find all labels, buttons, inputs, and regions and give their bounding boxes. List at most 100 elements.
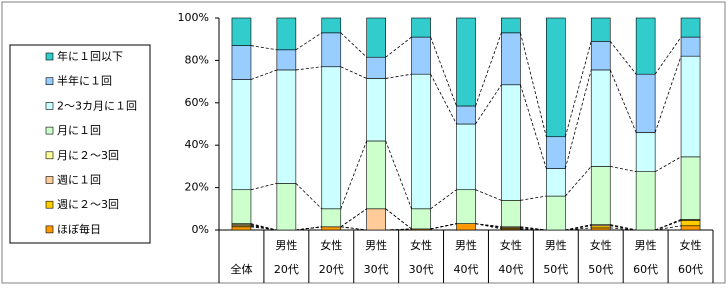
x-tick-label: 60代 xyxy=(633,263,658,276)
legend-swatch xyxy=(45,77,54,85)
series-line xyxy=(295,226,322,231)
x-tick-label: 女性 xyxy=(590,238,612,252)
series-line xyxy=(564,41,592,137)
legend-label: 週に１回 xyxy=(57,174,101,187)
legend-label: 2～3カ月に１回 xyxy=(57,99,137,112)
bar-segment xyxy=(590,225,611,229)
series-line xyxy=(430,189,457,210)
bar-segment xyxy=(366,56,386,79)
bar-segment xyxy=(276,183,297,231)
bar-segment xyxy=(590,227,611,231)
bar-segment xyxy=(411,73,431,210)
bar-segment xyxy=(411,36,431,75)
series-line xyxy=(475,223,502,229)
legend-swatch xyxy=(45,52,54,61)
bar-segment xyxy=(680,220,701,227)
bar-segment xyxy=(590,41,611,71)
series-line xyxy=(340,140,368,209)
bar-segment xyxy=(366,78,386,142)
y-tick-label: 20% xyxy=(185,181,209,194)
series-line xyxy=(654,36,682,75)
x-tick-label: 50代 xyxy=(543,263,568,276)
bar-segment xyxy=(276,49,297,71)
series-line xyxy=(475,32,502,107)
x-tick-label: 女性 xyxy=(320,238,342,252)
bar-segment xyxy=(321,32,342,68)
bar-segment xyxy=(321,17,342,34)
series-line xyxy=(385,73,412,79)
series-line xyxy=(340,32,367,58)
bar-segment xyxy=(590,166,611,225)
series-line xyxy=(430,73,457,125)
bar-segment xyxy=(411,208,431,230)
series-line xyxy=(385,228,412,231)
series-line xyxy=(475,223,502,228)
series-line xyxy=(520,32,547,137)
series-line xyxy=(610,166,637,173)
bar-segment xyxy=(680,36,701,57)
bar-segment xyxy=(321,208,342,228)
legend-swatch xyxy=(45,200,54,209)
series-line xyxy=(565,225,592,231)
series-line xyxy=(250,182,277,191)
bar-segment xyxy=(456,105,476,125)
series-line xyxy=(609,41,637,75)
bar-segment xyxy=(635,132,656,172)
bar-segment xyxy=(456,223,476,231)
bar-segment xyxy=(680,55,701,158)
bar-segment xyxy=(501,32,521,86)
series-line xyxy=(564,69,592,169)
bar-segment xyxy=(321,226,342,231)
x-tick-label: 女性 xyxy=(680,238,702,252)
bar-segment xyxy=(366,140,386,210)
legend-label: 月に１回 xyxy=(57,124,101,137)
bar-segment xyxy=(231,17,252,46)
series-line xyxy=(340,226,367,231)
bar-segment xyxy=(546,17,566,138)
series-line xyxy=(565,227,592,231)
x-tick-label: 60代 xyxy=(678,263,703,276)
bar-segment xyxy=(680,17,701,38)
series-line xyxy=(655,225,682,231)
series-line xyxy=(250,45,277,51)
bar-segment xyxy=(590,17,611,42)
bar-segment xyxy=(501,17,521,34)
bar-segment xyxy=(231,189,252,224)
legend-swatch xyxy=(45,176,54,184)
legend-label: 月に２～3回 xyxy=(57,149,119,162)
bar-segment xyxy=(276,17,297,51)
y-tick-label: 0% xyxy=(192,223,209,236)
bar-segment xyxy=(366,208,386,231)
series-line xyxy=(565,166,592,197)
x-tick-label: 女性 xyxy=(410,238,432,252)
legend-label: ほぼ毎日 xyxy=(57,223,101,236)
x-tick-label: 30代 xyxy=(409,263,434,276)
y-tick-label: 40% xyxy=(185,138,209,151)
series-line xyxy=(295,183,323,210)
legend-label: 週に２～3回 xyxy=(57,198,119,211)
legend-swatch xyxy=(45,151,54,160)
bar-segment xyxy=(231,79,252,191)
x-tick-label: 20代 xyxy=(319,263,344,276)
series-line xyxy=(430,223,457,230)
x-tick-label: 30代 xyxy=(364,263,389,276)
bar-segment xyxy=(231,45,252,80)
y-tick-label: 80% xyxy=(185,53,209,66)
bar-segment xyxy=(546,136,566,169)
y-tick-label: 60% xyxy=(185,96,209,109)
x-tick-label: 40代 xyxy=(498,263,523,276)
x-tick-label: 全体 xyxy=(230,262,252,276)
bar-segment xyxy=(456,123,476,191)
bar-segment xyxy=(635,17,656,75)
series-line xyxy=(430,36,457,107)
y-tick-label: 100% xyxy=(178,11,209,24)
bar-segment xyxy=(590,69,611,167)
bar-segment xyxy=(231,226,252,231)
series-line xyxy=(565,224,592,231)
x-tick-label: 40代 xyxy=(454,263,479,276)
series-line xyxy=(385,140,412,209)
series-line xyxy=(520,226,547,231)
legend-label: 半年に１回 xyxy=(57,74,112,88)
x-tick-label: 女性 xyxy=(500,238,522,252)
x-tick-label: 男性 xyxy=(275,238,297,252)
